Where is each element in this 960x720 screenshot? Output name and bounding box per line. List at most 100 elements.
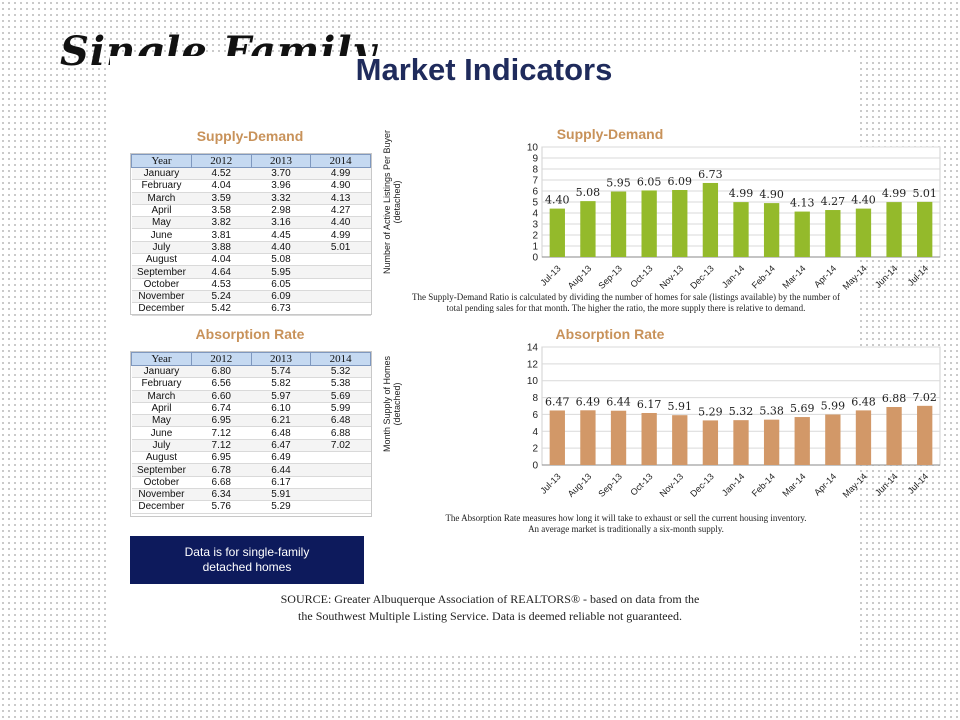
- table-row: March 6.60 5.97 5.69: [131, 390, 371, 403]
- month-cell: December: [131, 302, 192, 316]
- value-cell: [310, 265, 371, 279]
- value-cell: 4.64: [191, 265, 252, 279]
- month-cell: January: [131, 167, 192, 181]
- bar: [886, 407, 902, 465]
- bar: [763, 203, 780, 257]
- value-cell: 6.95: [191, 414, 252, 428]
- value-cell: 4.13: [310, 192, 371, 205]
- value-cell: 5.97: [251, 390, 311, 403]
- bar: [886, 202, 902, 257]
- y-tick-label: 5: [532, 198, 538, 209]
- value-cell: 3.16: [251, 216, 311, 230]
- data-label: 4.99: [882, 187, 907, 200]
- x-tick-label: Aug-13: [566, 263, 594, 291]
- x-tick-label: May-14: [841, 471, 869, 499]
- y-tick-label: 0: [532, 461, 538, 472]
- bar: [641, 412, 657, 465]
- x-tick-label: Jan-14: [720, 471, 747, 498]
- y-axis-label-line-1: Number of Active Listings Per Buyer: [382, 130, 392, 274]
- x-tick-label: Mar-14: [780, 471, 807, 498]
- x-tick-label: Sep-13: [596, 263, 624, 291]
- y-tick-label: 8: [532, 393, 538, 404]
- value-cell: 5.95: [251, 265, 311, 279]
- data-label: 5.38: [759, 405, 784, 418]
- month-cell: January: [131, 365, 192, 379]
- month-cell: October: [131, 476, 192, 489]
- value-cell: 4.27: [310, 204, 371, 218]
- bar: [825, 414, 841, 465]
- y-tick-label: 3: [532, 220, 538, 231]
- x-tick-label: Mar-14: [780, 263, 807, 290]
- absorption-table: Year 2012 2013 2014 January 6.80 5.74 5.32 Febr…: [131, 352, 371, 514]
- value-cell: 6.10: [251, 402, 311, 416]
- value-cell: 6.48: [310, 414, 371, 428]
- data-label: 6.09: [668, 175, 693, 188]
- table-row: October 4.53 6.05: [131, 278, 371, 291]
- data-label: 6.49: [576, 395, 601, 408]
- value-cell: 6.73: [251, 302, 311, 316]
- value-cell: 5.01: [310, 241, 371, 255]
- source-line-2: the Southwest Multiple Listing Service. …: [298, 609, 682, 623]
- value-cell: 3.81: [191, 228, 252, 242]
- table-row: May 6.95 6.21 6.48: [131, 414, 371, 428]
- value-cell: 5.42: [191, 302, 252, 316]
- x-tick-label: Feb-14: [750, 471, 777, 498]
- value-cell: 4.99: [310, 167, 371, 181]
- value-cell: [310, 278, 371, 291]
- y-tick-label: 12: [527, 359, 539, 370]
- source-note: SOURCE: Greater Albuquerque Association …: [230, 591, 750, 625]
- absorption-header-2014: 2014: [310, 352, 371, 366]
- x-tick-label: Nov-13: [658, 471, 686, 499]
- value-cell: [310, 463, 371, 477]
- value-cell: 3.88: [191, 241, 252, 255]
- y-tick-label: 7: [532, 176, 538, 187]
- data-label: 6.88: [882, 392, 907, 405]
- data-label: 6.47: [545, 395, 570, 408]
- value-cell: 6.21: [251, 414, 311, 428]
- x-tick-label: Dec-13: [688, 471, 716, 499]
- value-cell: 6.17: [251, 476, 311, 489]
- x-tick-label: Dec-13: [688, 263, 716, 291]
- y-axis-label: Number of Active Listings Per Buyer (deta…: [382, 130, 402, 274]
- x-tick-label: Jan-14: [720, 263, 747, 290]
- data-label: 4.40: [851, 194, 876, 207]
- data-label: 5.99: [821, 400, 846, 413]
- month-cell: June: [131, 426, 192, 440]
- supply-demand-header-2012: 2012: [190, 154, 252, 168]
- supply-demand-chart-title: Supply-Demand: [556, 126, 664, 142]
- data-label: 5.32: [729, 405, 754, 418]
- x-tick-label: Nov-13: [658, 263, 686, 291]
- value-cell: 6.80: [191, 365, 252, 379]
- supply-demand-header-year: Year: [131, 154, 192, 168]
- value-cell: 4.53: [191, 278, 252, 291]
- table-row: June 3.81 4.45 4.99: [131, 228, 371, 242]
- value-cell: 3.96: [251, 179, 311, 193]
- table-row: October 6.68 6.17: [131, 476, 371, 489]
- month-cell: February: [131, 179, 192, 193]
- month-cell: October: [131, 278, 192, 291]
- bar: [855, 208, 872, 257]
- value-cell: [310, 500, 371, 514]
- x-tick-label: Jul-14: [906, 471, 930, 495]
- month-cell: May: [131, 216, 192, 230]
- table-row: April 3.58 2.98 4.27: [131, 204, 371, 218]
- bar: [763, 419, 780, 465]
- value-cell: [310, 290, 371, 304]
- month-cell: August: [131, 451, 192, 465]
- value-cell: 4.40: [251, 241, 311, 255]
- bar: [794, 417, 810, 465]
- table-row: August 4.04 5.08: [131, 253, 371, 267]
- value-cell: 5.74: [251, 365, 311, 379]
- value-cell: 6.49: [251, 451, 311, 465]
- x-tick-label: May-14: [841, 263, 869, 291]
- value-cell: 5.69: [310, 390, 371, 403]
- supply-demand-table-title: Supply-Demand: [196, 128, 304, 144]
- value-cell: 7.02: [310, 439, 371, 453]
- absorption-header-2013: 2013: [250, 352, 312, 366]
- month-cell: March: [131, 390, 192, 403]
- y-tick-label: 8: [532, 165, 538, 176]
- x-tick-label: Apr-14: [812, 471, 838, 497]
- month-cell: April: [131, 402, 192, 416]
- table-row: July 7.12 6.47 7.02: [131, 439, 371, 453]
